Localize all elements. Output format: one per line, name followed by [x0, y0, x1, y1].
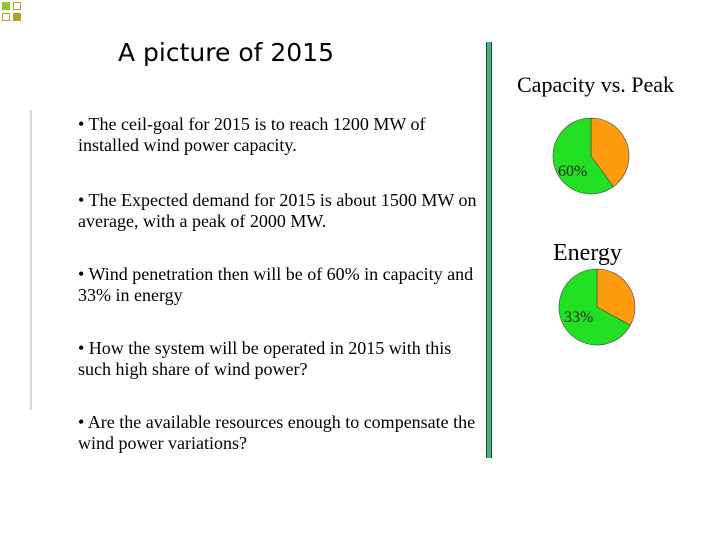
corner-square-1	[2, 2, 10, 10]
bullet-1: • The ceil-goal for 2015 is to reach 120…	[78, 114, 426, 155]
vertical-divider	[486, 42, 492, 458]
pie-energy	[558, 268, 636, 346]
bullet-4: • How the system will be operated in 201…	[78, 338, 452, 379]
corner-square-2	[13, 2, 21, 10]
pie-capacity-title: Capacity vs. Peak	[517, 72, 675, 97]
corner-square-4	[13, 13, 21, 21]
corner-square-3	[2, 13, 10, 21]
left-rule	[30, 110, 32, 410]
pie-slice-other	[590, 117, 630, 188]
pie-energy-title: Energy	[553, 240, 622, 266]
bullet-2: • The Expected demand for 2015 is about …	[78, 190, 477, 231]
slide-title: A picture of 2015	[118, 38, 334, 67]
pie-capacity	[552, 117, 630, 195]
pie-energy-label: 33%	[564, 309, 594, 326]
bullet-3: • Wind penetration then will be of 60% i…	[78, 264, 474, 305]
pie-capacity-label: 60%	[558, 163, 588, 180]
pie-slice-wind	[558, 268, 631, 346]
pie-slice-wind	[552, 117, 614, 195]
bullet-5: • Are the available resources enough to …	[78, 412, 476, 453]
pie-slice-other	[596, 268, 636, 326]
